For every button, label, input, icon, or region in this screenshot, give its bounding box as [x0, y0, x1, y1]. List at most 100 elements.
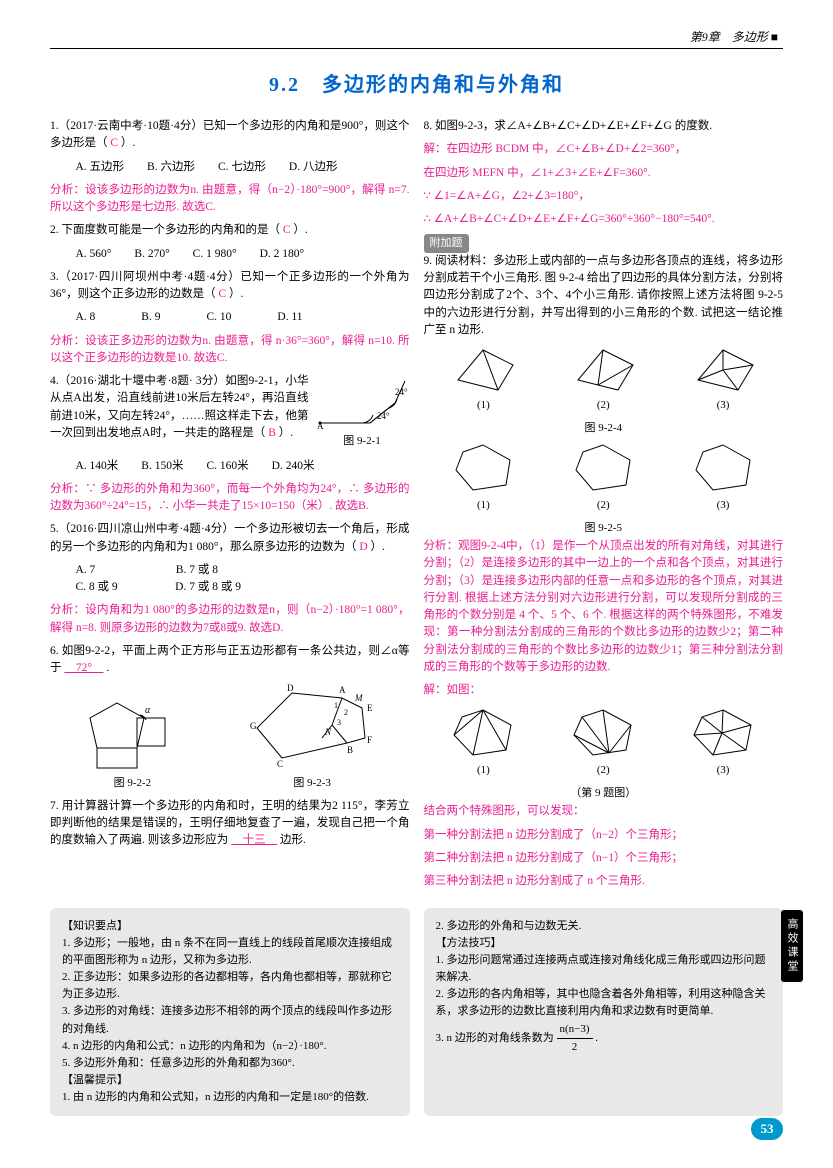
- kr-p1: 2. 多边形的外角和与边数无关.: [436, 918, 772, 935]
- s2: (2): [568, 497, 638, 514]
- q9-conclusion-head: 结合两个特殊图形，可以发现：: [424, 803, 784, 820]
- q9-fig-caption: （第 9 题图）: [424, 785, 784, 802]
- sub1: (1): [448, 397, 518, 414]
- q4-analysis: 分析：∵ 多边形的外角和为360°，而每一个外角均为24°，∴ 多边形的边数为3…: [50, 481, 410, 516]
- kr-frac-den: 2: [557, 1039, 593, 1056]
- knowledge-right: 2. 多边形的外角和与边数无关. 【方法技巧】 1. 多边形问题常通过连接两点或…: [424, 908, 784, 1116]
- sf3: (3): [686, 762, 761, 779]
- k-p6: 1. 由 n 边形的内角和公式知，n 边形的内角和一定是180°的倍数.: [62, 1089, 398, 1106]
- q7-answer: 十三: [231, 834, 277, 846]
- sf1: (1): [446, 762, 521, 779]
- q1-stem-end: ）.: [121, 137, 135, 149]
- q3-options: A. 8 B. 9 C. 10 D. 11: [50, 309, 410, 326]
- q4-stem-a: 4.（2016·湖北十堰中考·8题·: [50, 375, 193, 387]
- question-5: 5.（2016·四川凉山州中考·4题·4分）一个多边形被切去一个角后，形成的另一…: [50, 521, 410, 556]
- kr-frac-num: n(n−3): [557, 1021, 593, 1039]
- q2-stem: 2. 下面度数可能是一个多边形的内角和的是（: [50, 224, 280, 236]
- question-6: 6. 如图9-2-2，平面上两个正方形与正五边形都有一条公共边，则∠α等于 72…: [50, 643, 410, 678]
- kr-p4a: 3. n 边形的对角线条数为: [436, 1032, 554, 1044]
- q7-stem: 7. 用计算器计算一个多边形的内角和时，王明的结果为2 115°，李芳立即判断他…: [50, 800, 410, 847]
- knowledge-columns: 【知识要点】 1. 多边形；一般地，由 n 条不在同一直线上的线段首尾顺次连接组…: [50, 896, 783, 1116]
- svg-text:F: F: [367, 735, 372, 745]
- svg-text:α: α: [145, 705, 151, 716]
- fig-9-2-4-row: (1) (2) (3): [424, 345, 784, 416]
- kr-h1: 【方法技巧】: [436, 935, 772, 952]
- svg-text:M: M: [354, 693, 363, 703]
- q8-sol3: ∵ ∠1=∠A+∠G，∠2+∠3=180°，: [424, 188, 784, 205]
- fig-9-2-2-caption: 图 9-2-2: [82, 775, 182, 792]
- q2-stem-end: ）.: [293, 224, 307, 236]
- q9-c3: 第三种分割法把 n 边形分割成了 n 个三角形.: [424, 873, 784, 890]
- k-h1: 【知识要点】: [62, 918, 398, 935]
- kr-p4d: .: [595, 1032, 598, 1044]
- k-p1: 1. 多边形；一般地，由 n 条不在同一直线上的线段首尾顺次连接组成的平面图形称…: [62, 935, 398, 969]
- q5-answer: D: [359, 541, 367, 553]
- fig-9-2-1-caption: 图 9-2-1: [315, 433, 410, 450]
- q3-analysis: 分析：设该正多边形的边数为n. 由题意，得 n·36°=360°，解得 n=10…: [50, 333, 410, 368]
- svg-text:3: 3: [337, 718, 341, 727]
- q7-stem-end: 边形.: [280, 834, 306, 846]
- q6-stem: 6. 如图9-2-2，平面上两个正方形与正五边形都有一条公共边，则∠α等于: [50, 645, 410, 674]
- s3: (3): [688, 497, 758, 514]
- sf2: (2): [566, 762, 641, 779]
- q9-c2: 第二种分割法把 n 边形分割成了（n−1）个三角形；: [424, 850, 784, 867]
- k-h2: 【温馨提示】: [62, 1072, 398, 1089]
- q2-options: A. 560° B. 270° C. 1 980° D. 2 180°: [50, 246, 410, 263]
- figure-9-2-3: A M E F N D G C B 1 2 3 图 9-2-3: [247, 683, 377, 794]
- question-3: 3.（2017·四川阿坝州中考·4题·4分）已知一个正多边形的一个外角为36°，…: [50, 269, 410, 304]
- chapter-label: 第9章 多边形 ■: [690, 28, 778, 46]
- q8-sol1: 解：在四边形 BCDM 中，∠C+∠B+∠D+∠2=360°，: [424, 141, 784, 158]
- page-number: 53: [751, 1118, 783, 1140]
- k-p4: 4. n 边形的内角和公式：n 边形的内角和为（n−2）·180°.: [62, 1038, 398, 1055]
- q9-c1: 第一种分割法把 n 边形分割成了（n−2）个三角形；: [424, 827, 784, 844]
- q5-stem-end: ）.: [371, 541, 385, 553]
- q1-options: A. 五边形 B. 六边形 C. 七边形 D. 八边形: [50, 159, 410, 176]
- question-4: 4.（2016·湖北十堰中考·8题· 3分）如图9-2-1，小华从点A出发，沿直…: [50, 373, 410, 452]
- svg-text:N: N: [324, 727, 332, 737]
- svg-text:C: C: [277, 759, 283, 769]
- svg-text:B: B: [347, 745, 353, 755]
- sub2: (2): [568, 397, 638, 414]
- q9-analysis: 分析：观图9-2-4中，（1）是作一个从顶点出发的所有对角线，对其进行分割；（2…: [424, 538, 784, 676]
- q6-figures: α 图 9-2-2 A M E F N D G C: [50, 683, 410, 794]
- header-rule: [50, 48, 783, 49]
- fig-9-2-5-caption: 图 9-2-5: [424, 520, 784, 537]
- q5-stem: 5.（2016·四川凉山州中考·4题·4分）一个多边形被切去一个角后，形成的另一…: [50, 523, 410, 552]
- sub3: (3): [688, 397, 758, 414]
- q6-answer: 72°: [64, 662, 103, 674]
- question-2: 2. 下面度数可能是一个多边形的内角和的是（ C ）.: [50, 222, 410, 239]
- k-p3: 3. 多边形的对角线：连接多边形不相邻的两个顶点的线段叫作多边形的对角线.: [62, 1003, 398, 1037]
- q8-sol2: 在四边形 MEFN 中，∠1+∠3+∠E+∠F=360°.: [424, 165, 784, 182]
- s1: (1): [448, 497, 518, 514]
- q9-sol-label: 解：如图：: [424, 682, 784, 699]
- q3-stem-end: ）.: [229, 288, 243, 300]
- kr-p2: 1. 多边形问题常通过连接两点或连接对角线化成三角形或四边形问题来解决.: [436, 952, 772, 986]
- svg-text:A: A: [339, 685, 346, 695]
- question-7: 7. 用计算器计算一个多边形的内角和时，王明的结果为2 115°，李芳立即判断他…: [50, 798, 410, 850]
- svg-text:24°: 24°: [395, 387, 408, 397]
- q9-solution-figs: (1) (2) (3): [424, 705, 784, 781]
- q4-stem-end: ）.: [279, 427, 293, 439]
- q5-analysis: 分析：设内角和为1 080°的多边形的边数是n，则（n−2）·180°=1 08…: [50, 602, 410, 637]
- question-8: 8. 如图9-2-3，求∠A+∠B+∠C+∠D+∠E+∠F+∠G 的度数.: [424, 118, 784, 135]
- k-p2: 2. 正多边形：如果多边形的各边都相等，各内角也都相等，那就称它为正多边形.: [62, 969, 398, 1003]
- q1-analysis: 分析：设该多边形的边数为n. 由题意，得（n−2）·180°=900°，解得 n…: [50, 182, 410, 217]
- figure-9-2-1: 24° 24° A 图 9-2-1: [315, 373, 410, 452]
- question-9: 9. 阅读材料：多边形上或内部的一点与多边形各顶点的连线，将多边形分割成若干个小…: [424, 253, 784, 339]
- side-tab: 高效课堂: [781, 910, 804, 982]
- svg-text:24°: 24°: [377, 411, 390, 421]
- svg-text:E: E: [367, 703, 373, 713]
- q2-answer: C: [283, 224, 291, 236]
- q5-options: A. 7 B. 7 或 8 C. 8 或 9 D. 7 或 8 或 9: [50, 562, 410, 597]
- fig-9-2-3-caption: 图 9-2-3: [247, 775, 377, 792]
- figure-9-2-2: α 图 9-2-2: [82, 693, 182, 794]
- right-column: 8. 如图9-2-3，求∠A+∠B+∠C+∠D+∠E+∠F+∠G 的度数. 解：…: [424, 118, 784, 896]
- q4-answer: B: [268, 427, 276, 439]
- left-column: 1.（2017·云南中考·10题·4分）已知一个多边形的内角和是900°，则这个…: [50, 118, 410, 896]
- fig-9-2-4-caption: 图 9-2-4: [424, 420, 784, 437]
- kr-p3: 2. 多边形的各内角相等，其中也隐含着各外角相等，利用这种隐含关系，求多边形的边…: [436, 986, 772, 1020]
- svg-text:2: 2: [344, 708, 348, 717]
- page-title: 9.2 多边形的内角和与外角和: [50, 70, 783, 100]
- main-columns: 1.（2017·云南中考·10题·4分）已知一个多边形的内角和是900°，则这个…: [50, 118, 783, 896]
- knowledge-left: 【知识要点】 1. 多边形；一般地，由 n 条不在同一直线上的线段首尾顺次连接组…: [50, 908, 410, 1116]
